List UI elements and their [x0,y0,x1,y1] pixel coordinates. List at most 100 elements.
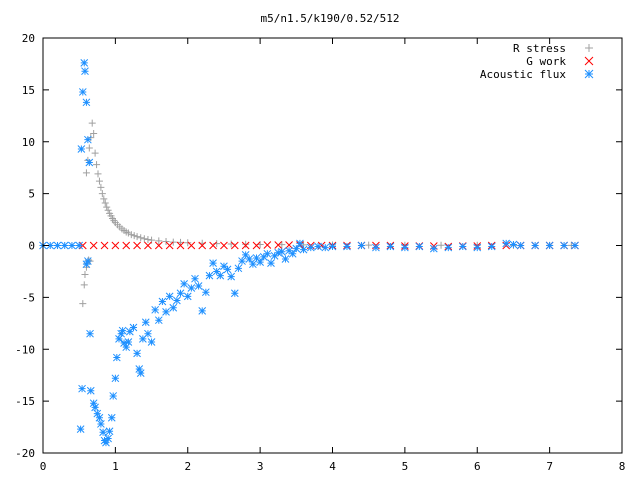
acoustic-flux-point [115,335,123,343]
acoustic-flux-point [99,428,107,437]
acoustic-flux-point [77,145,86,153]
acoustic-flux-point [263,249,272,258]
r-stress-point [100,195,108,203]
acoustic-flux-point [487,242,496,251]
acoustic-flux-point [281,255,290,263]
acoustic-flux-point [117,329,126,338]
acoustic-flux-point [122,343,131,352]
acoustic-flux-point [509,240,518,249]
chart-title: m5/n1.5/k190/0.52/512 [260,12,399,25]
r-stress-point [184,239,192,247]
acoustic-flux-point [241,250,250,259]
acoustic-flux-point [82,98,91,107]
acoustic-flux-point [223,265,232,274]
y-tick-label: -5 [22,291,35,304]
y-tick-label: 5 [28,188,35,201]
g-work-point [198,241,207,250]
acoustic-flux-point [191,274,199,283]
x-tick-label: 2 [184,460,191,473]
acoustic-flux-point [104,434,112,443]
acoustic-flux-point [267,259,275,267]
acoustic-flux-point [321,243,330,252]
r-stress-point [127,231,135,239]
x-tick-label: 0 [40,460,47,473]
acoustic-flux-point [162,308,170,316]
acoustic-flux-point [473,243,482,252]
y-tick-label: 15 [22,84,35,97]
y-tick-label: 0 [28,240,35,253]
r-stress-point [82,169,90,177]
acoustic-flux-point [212,267,221,276]
acoustic-flux-point [183,292,192,301]
x-tick-label: 1 [112,460,119,473]
g-work-point [209,241,217,250]
acoustic-flux-point [245,255,254,263]
legend-marker-acoustic-flux [584,69,594,79]
acoustic-flux-point [124,338,133,346]
acoustic-flux-point [274,248,283,257]
acoustic-flux-point [76,425,85,433]
acoustic-flux-point [230,289,239,298]
acoustic-flux-point [97,420,105,428]
acoustic-flux-point [147,338,156,346]
axes: 0 1 2 3 4 5 6 7 8 -20 -15 -10 -5 0 5 10 15 20 [15,32,625,473]
acoustic-flux-point [314,242,322,251]
acoustic-flux-point [85,158,94,167]
acoustic-flux-point [372,243,380,252]
r-stress-point [103,203,111,211]
acoustic-flux-point [277,247,286,256]
g-work-point [122,241,131,250]
r-stress-point [93,161,101,169]
acoustic-flux-point [288,249,297,258]
data-marks [39,59,579,447]
r-stress-point [91,149,99,157]
acoustic-flux-point [198,307,207,315]
acoustic-flux-point [139,335,147,343]
r-stress-point [88,119,96,127]
r-stress-point [124,229,132,237]
g-work-point [111,241,120,250]
acoustic-flux-point [227,272,236,281]
x-tick-label: 8 [619,460,626,473]
r-stress-point [177,238,185,246]
legend-marker-r-stress [585,44,593,52]
acoustic-flux-point [68,241,76,250]
acoustic-flux-point [53,241,62,250]
acoustic-flux-point [560,241,568,250]
r-stress-point [130,232,138,240]
acoustic-flux-point [516,241,525,250]
r-stress-point [137,234,145,242]
y-tick-label: -10 [15,343,35,356]
acoustic-flux-point [216,271,225,280]
acoustic-flux-point [165,292,174,301]
acoustic-flux-point [205,271,214,280]
acoustic-flux-point [86,329,94,338]
g-work-point [165,241,174,250]
acoustic-flux-point [176,289,185,298]
acoustic-flux-point [306,243,315,252]
acoustic-flux-point [158,297,167,306]
acoustic-flux-point [238,257,246,265]
acoustic-flux-point [81,67,89,76]
acoustic-flux-point [187,284,196,292]
g-work-point [176,241,185,250]
acoustic-flux-point [105,427,114,436]
acoustic-flux-point [571,241,579,250]
acoustic-flux-point [60,241,69,250]
r-stress-point [144,235,152,243]
acoustic-flux-point [401,243,409,252]
acoustic-flux-point [154,316,163,325]
g-work-point [241,241,250,250]
acoustic-flux-point [112,353,121,362]
acoustic-flux-point [125,327,134,336]
acoustic-flux-point [429,244,438,253]
legend-marker-g-work [584,56,594,66]
g-work-point [220,241,228,250]
legend-label-g-work: G work [526,55,566,68]
r-stress-point [97,183,105,191]
acoustic-flux-point [296,239,304,248]
y-tick-label: 10 [22,136,35,149]
r-stress-point [133,233,141,241]
r-stress-point [104,206,112,214]
